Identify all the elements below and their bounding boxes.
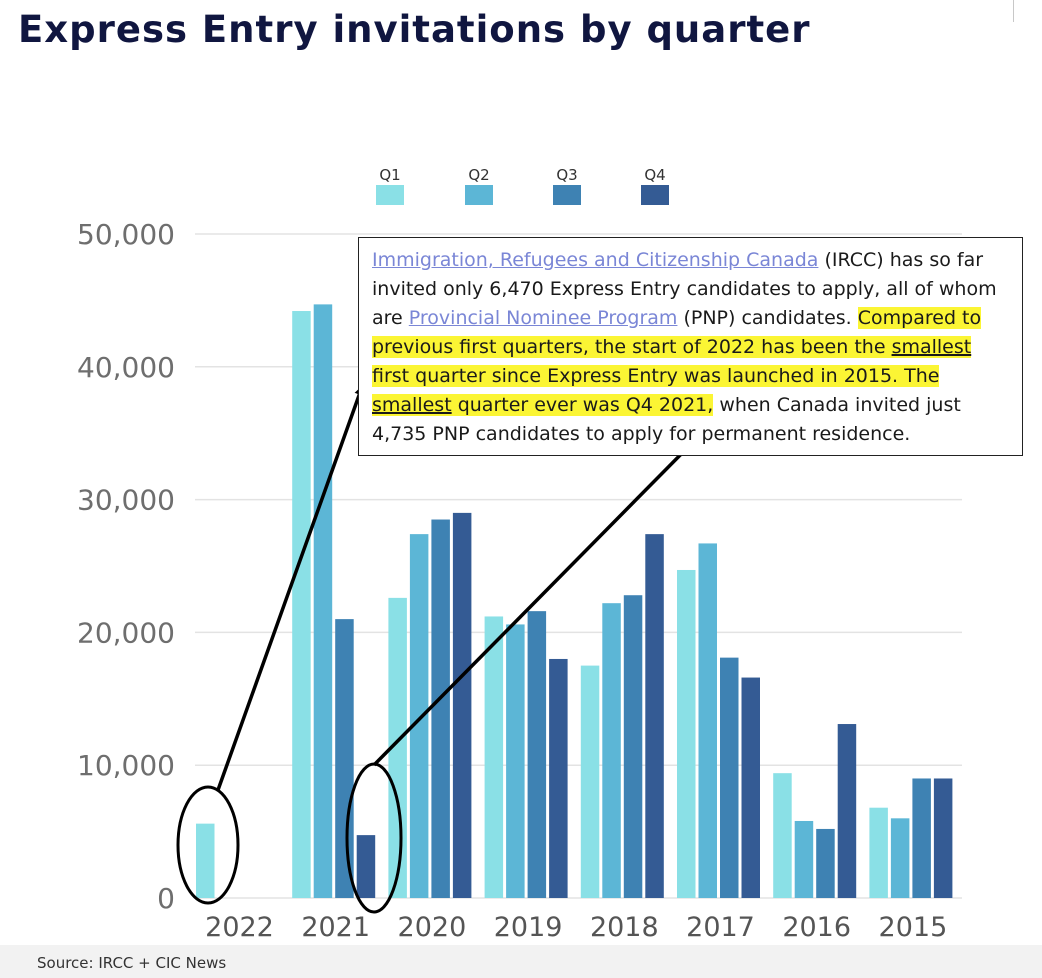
bar-2019-q4 <box>549 658 568 898</box>
bar-2015-q1 <box>869 807 888 898</box>
x-tick-label: 2022 <box>205 912 274 943</box>
legend-swatch-q2 <box>465 185 493 205</box>
arrow-to-smallest-quarter-text <box>372 433 702 767</box>
bar-2018-q1 <box>580 665 600 898</box>
y-tick-label: 10,000 <box>77 749 175 782</box>
x-tick-label: 2019 <box>494 912 563 943</box>
annotation-box: Immigration, Refugees and Citizenship Ca… <box>358 237 1023 456</box>
highlight-text-3: quarter ever was Q4 2021, <box>451 394 714 416</box>
legend-label-q4: Q4 <box>644 166 665 184</box>
bar-2021-q1 <box>292 311 311 898</box>
annotation-text-1: (IRCC) has so far invited only 6,470 Exp… <box>372 249 997 329</box>
annotation-text-3: when Canada invited just 4,735 PNP candi… <box>372 394 961 445</box>
highlight-text-2: first quarter since Express Entry was la… <box>372 365 940 387</box>
bar-2016-q4 <box>837 724 857 898</box>
legend-swatch-q1 <box>376 185 404 205</box>
arrow-to-first-quarter-text <box>216 385 365 791</box>
y-tick-label: 50,000 <box>77 218 175 251</box>
legend-swatch-q4 <box>641 185 669 205</box>
source-note: Source: IRCC + CIC News <box>37 954 227 972</box>
y-tick-label: 20,000 <box>77 616 175 649</box>
corner-divider <box>1013 0 1014 22</box>
x-tick-label: 2018 <box>590 912 659 943</box>
bar-2020-q1 <box>388 597 407 898</box>
bar-2017-q3 <box>720 657 739 898</box>
bar-2020-q4 <box>452 512 472 898</box>
footer-strip <box>0 945 1042 978</box>
bar-2015-q4 <box>933 778 953 898</box>
y-tick-label: 0 <box>157 882 175 915</box>
bar-2019-q1 <box>484 616 504 898</box>
highlight-word-smallest-2: smallest <box>372 394 452 416</box>
y-tick-label: 40,000 <box>77 351 175 384</box>
ircc-link[interactable]: Immigration, Refugees and Citizenship Ca… <box>372 249 819 271</box>
x-tick-label: 2015 <box>879 912 948 943</box>
bar-2015-q3 <box>912 778 931 898</box>
y-tick-label: 30,000 <box>77 484 175 517</box>
bar-2018-q2 <box>602 603 621 898</box>
bar-2017-q1 <box>677 569 696 898</box>
x-tick-label: 2017 <box>686 912 755 943</box>
bar-2015-q2 <box>890 818 910 898</box>
bar-2016-q3 <box>816 828 835 898</box>
x-tick-label: 2020 <box>398 912 467 943</box>
page-title: Express Entry invitations by quarter <box>18 8 811 51</box>
bar-2017-q2 <box>698 543 717 898</box>
pnp-link[interactable]: Provincial Nominee Program <box>408 307 678 329</box>
bar-2021-q3 <box>335 619 354 898</box>
bar-2021-q4 <box>356 835 376 898</box>
bar-2016-q2 <box>794 820 814 898</box>
x-tick-label: 2021 <box>301 912 370 943</box>
bar-2019-q3 <box>527 611 547 898</box>
annotation-text-2: (PNP) candidates. <box>677 307 858 329</box>
bar-2018-q4 <box>645 534 664 898</box>
bar-2020-q3 <box>431 519 450 898</box>
highlight-word-smallest-1: smallest <box>891 336 972 358</box>
legend-label-q1: Q1 <box>379 166 400 184</box>
bar-2021-q2 <box>313 304 333 898</box>
x-tick-label: 2016 <box>782 912 851 943</box>
bar-2017-q4 <box>741 677 760 898</box>
bar-2022-q1 <box>196 823 215 898</box>
bar-2016-q1 <box>773 773 792 898</box>
bar-2018-q3 <box>623 595 643 898</box>
highlight-circle-2022-q1 <box>176 785 240 905</box>
legend-label-q3: Q3 <box>556 166 577 184</box>
legend-label-q2: Q2 <box>468 166 489 184</box>
bar-2020-q2 <box>409 534 429 898</box>
bar-2019-q2 <box>506 624 525 898</box>
legend-swatch-q3 <box>553 185 581 205</box>
